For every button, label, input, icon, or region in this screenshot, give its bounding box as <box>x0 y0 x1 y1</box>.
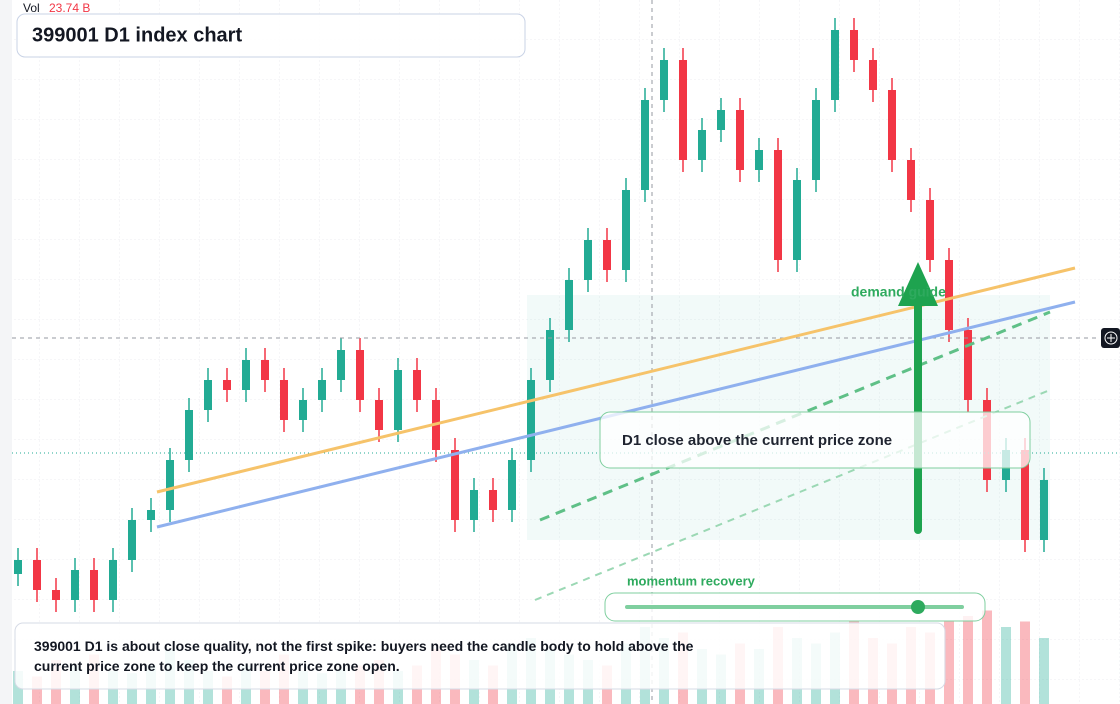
candle-body <box>755 150 763 170</box>
volume-bar <box>1039 638 1049 704</box>
crosshair-icon <box>1107 334 1115 342</box>
candle-body <box>109 560 117 600</box>
candle-body <box>812 100 820 180</box>
candle-body <box>14 560 22 574</box>
volume-bar <box>1001 627 1011 704</box>
volume-bar <box>982 610 992 704</box>
candle-body <box>166 460 174 510</box>
candle-body <box>185 410 193 460</box>
volume-title: Vol <box>23 1 40 15</box>
note-box <box>14 622 946 690</box>
candle-body <box>147 510 155 520</box>
candle-body <box>90 570 98 600</box>
slider-knob <box>911 600 925 614</box>
candle-body <box>280 380 288 420</box>
candle-body <box>318 380 326 400</box>
left-edge <box>0 0 12 704</box>
guide-label: demand guide <box>851 284 946 300</box>
candle-body <box>622 190 630 270</box>
candle-body <box>660 60 668 100</box>
candle-body <box>945 260 953 330</box>
volume-bar <box>944 621 954 704</box>
volume-bar <box>32 676 42 704</box>
momentum-label: momentum recovery <box>627 573 756 588</box>
candle-body <box>451 450 459 520</box>
candle-body <box>850 30 858 60</box>
candle-body <box>337 350 345 380</box>
candle-body <box>1040 480 1048 540</box>
candle-body <box>242 360 250 390</box>
candle-body <box>888 90 896 160</box>
crosshair-icon <box>1104 331 1118 345</box>
candle-body <box>774 150 782 260</box>
candle-body <box>926 200 934 260</box>
candle-body <box>717 110 725 130</box>
candle-body <box>394 370 402 430</box>
candle-body <box>679 60 687 160</box>
candle-body <box>261 360 269 380</box>
candle-body <box>907 160 915 200</box>
candle-body <box>128 520 136 560</box>
volume-bar <box>963 616 973 704</box>
candle-body <box>698 130 706 160</box>
candle-body <box>52 590 60 600</box>
candle-body <box>527 380 535 460</box>
candle-body <box>869 60 877 90</box>
candle-body <box>204 380 212 410</box>
candle-body <box>33 560 41 590</box>
candle-body <box>793 180 801 260</box>
candle-body <box>356 350 364 400</box>
candle-body <box>964 330 972 400</box>
volume-bar <box>222 676 232 704</box>
annotation-box <box>599 411 1031 469</box>
candle-body <box>736 110 744 170</box>
title-box <box>16 13 526 58</box>
candle-body <box>470 490 478 520</box>
candle-body <box>71 570 79 600</box>
candle-body <box>413 370 421 400</box>
candle-body <box>1021 450 1029 540</box>
candle-body <box>489 490 497 510</box>
candle-body <box>223 380 231 390</box>
chart-title: 399001 D1 index chart <box>32 24 242 46</box>
note-text: 399001 D1 is about close quality, not th… <box>34 638 694 674</box>
arrow-head <box>898 262 938 306</box>
projection <box>534 389 1051 601</box>
annotation-text: D1 close above the current price zone <box>622 432 892 449</box>
volume-bar <box>1020 621 1030 704</box>
candle-body <box>299 400 307 420</box>
note: 399001 D1 is about close quality, not th… <box>34 638 694 674</box>
candle-body <box>546 330 554 380</box>
candle-body <box>641 100 649 190</box>
candle-body <box>508 460 516 510</box>
volume-value: 23.74 B <box>49 1 90 15</box>
candle-body <box>603 240 611 270</box>
candle-body <box>565 280 573 330</box>
candle-body <box>831 30 839 100</box>
candle-body <box>584 240 592 280</box>
candle-body <box>375 400 383 430</box>
